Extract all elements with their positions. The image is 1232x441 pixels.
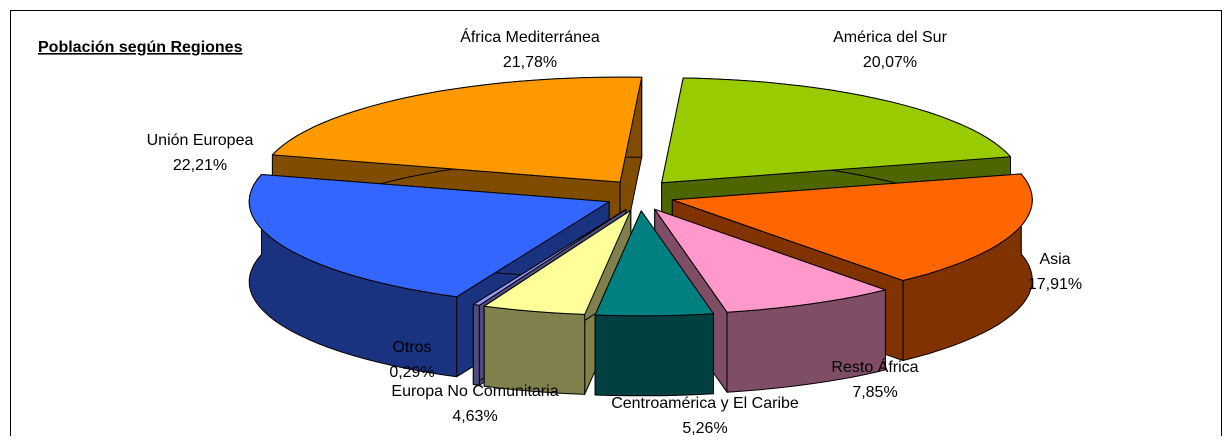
slice-label: Resto África <box>831 357 918 376</box>
slice-top <box>472 208 627 306</box>
slice-wall <box>472 304 480 386</box>
slice-label: Unión Europea <box>147 132 254 149</box>
slice-top <box>248 174 610 298</box>
slice-value-label: 22,21% <box>173 157 227 174</box>
slice-top <box>594 210 714 317</box>
pie-slice <box>654 208 886 393</box>
slice-label: Otros <box>392 339 431 356</box>
slice-value-label: 21,78% <box>503 54 557 71</box>
slice-top <box>654 208 886 313</box>
pie-slice <box>483 209 632 395</box>
slice-value-label: 17,91% <box>1028 276 1082 293</box>
slice-value-label: 0,29% <box>389 364 434 381</box>
slice-top <box>671 173 1033 281</box>
slice-label: Europa No Comunitaria <box>391 383 558 400</box>
slice-wall <box>594 313 714 397</box>
slice-label: Centroamérica y El Caribe <box>611 395 799 412</box>
slice-value-label: 20,07% <box>863 54 917 71</box>
slice-label: África Mediterránea <box>460 27 600 46</box>
slice-top <box>661 77 1011 184</box>
slice-label: América del Sur <box>833 29 947 46</box>
slice-top <box>271 76 643 183</box>
slice-top <box>483 209 632 315</box>
slice-value-label: 7,85% <box>852 384 897 401</box>
slice-value-label: 5,26% <box>682 420 727 436</box>
pie-slice <box>594 210 714 397</box>
slice-value-label: 4,63% <box>452 408 497 425</box>
slice-wall <box>483 305 586 395</box>
chart-title: Población según Regiones <box>38 39 243 56</box>
slice-label: Asia <box>1039 251 1070 268</box>
